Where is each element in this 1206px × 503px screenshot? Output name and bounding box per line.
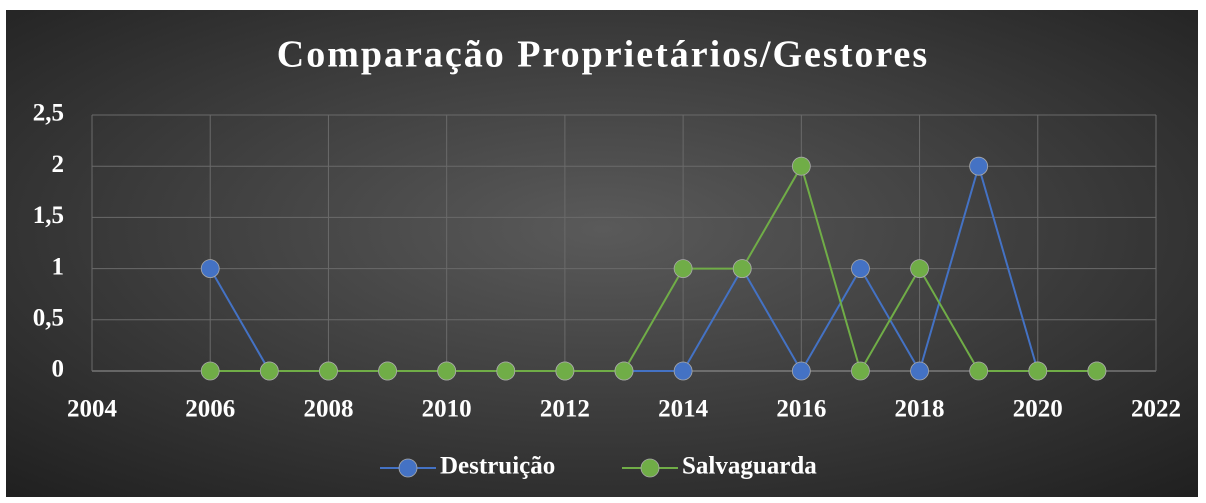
x-tick-label: 2008 [303, 396, 353, 423]
data-point [259, 361, 279, 381]
legend-marker [398, 458, 418, 478]
x-tick-label: 2006 [185, 396, 235, 423]
x-tick-label: 2010 [422, 396, 472, 423]
data-point [496, 361, 516, 381]
data-point [910, 361, 929, 381]
data-point [732, 259, 752, 279]
legend-label: Destruição [440, 453, 555, 480]
data-point [1028, 361, 1048, 381]
chart-background [6, 10, 1198, 497]
data-point [791, 361, 811, 381]
x-tick-label: 2014 [658, 396, 709, 423]
series-line [210, 163, 1097, 374]
x-tick-label: 2022 [1131, 396, 1181, 423]
data-point [851, 259, 870, 279]
x-tick-label: 2016 [776, 396, 826, 423]
x-tick-label: 2012 [540, 396, 590, 423]
data-point [378, 361, 397, 381]
data-point [1087, 361, 1107, 381]
y-tick-label: 2 [52, 151, 65, 178]
data-point [614, 361, 634, 381]
data-point [673, 259, 693, 279]
y-tick-label: 0,5 [33, 305, 64, 332]
data-point [851, 361, 870, 381]
data-point [791, 156, 811, 176]
y-tick-label: 1,5 [33, 202, 64, 229]
x-tick-label: 2018 [895, 396, 945, 423]
x-tick-label: 2004 [67, 396, 118, 423]
data-point [437, 361, 457, 381]
legend-label: Salvaguarda [682, 453, 817, 480]
y-tick-label: 0 [52, 356, 65, 383]
data-point [319, 361, 338, 381]
data-point [673, 361, 693, 381]
data-point [200, 361, 220, 381]
data-point [969, 361, 989, 381]
y-tick-label: 1 [52, 253, 65, 280]
data-point [555, 361, 575, 381]
chart-title: Comparação Proprietários/Gestores [277, 34, 929, 76]
data-point [910, 259, 929, 279]
y-tick-label: 2,5 [33, 100, 64, 127]
legend-marker [640, 458, 660, 478]
data-point [969, 156, 989, 176]
data-point [200, 259, 220, 279]
x-tick-label: 2020 [1013, 396, 1063, 423]
